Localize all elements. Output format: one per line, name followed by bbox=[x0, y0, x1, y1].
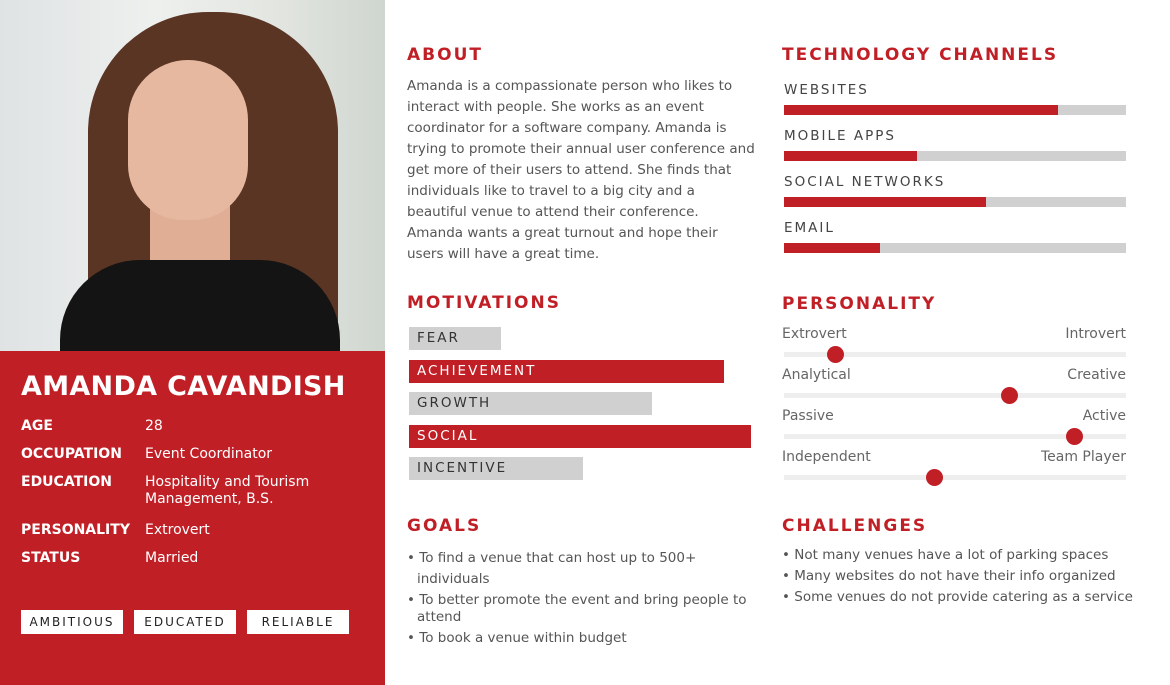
trait-right-label: Active bbox=[1082, 408, 1126, 424]
trait-right-label: Introvert bbox=[1065, 326, 1126, 342]
goal-item: • To better promote the event and bring … bbox=[407, 592, 747, 625]
trait-right-label: Team Player bbox=[1040, 449, 1126, 465]
field-value: Extrovert bbox=[145, 522, 210, 538]
channel-bar bbox=[784, 197, 1126, 207]
field-value: 28 bbox=[145, 418, 163, 434]
trait-right-label: Creative bbox=[1067, 367, 1126, 383]
trait-slider-marker bbox=[925, 469, 943, 486]
profile-photo bbox=[0, 0, 385, 351]
profile-panel: AMANDA CAVANDISH AGE 28 OCCUPATION Event C… bbox=[0, 0, 385, 685]
trait-slider-marker bbox=[1001, 387, 1019, 404]
trait-left-label: Passive bbox=[782, 408, 834, 424]
persona-name: AMANDA CAVANDISH bbox=[21, 371, 346, 402]
motivation-bar: FEAR bbox=[409, 327, 502, 350]
channel-bar-fill bbox=[784, 197, 986, 207]
tag: EDUCATED bbox=[134, 610, 236, 634]
motivation-bar: INCENTIVE bbox=[409, 457, 584, 480]
trait-left-label: Independent bbox=[782, 449, 871, 465]
field-label: EDUCATION bbox=[21, 474, 112, 490]
field-value: Married bbox=[145, 550, 199, 566]
personality-heading: PERSONALITY bbox=[782, 294, 937, 314]
challenges-heading: CHALLENGES bbox=[782, 516, 928, 536]
channel-label: WEBSITES bbox=[784, 82, 869, 98]
trait-slider-marker bbox=[826, 346, 844, 363]
field-label: OCCUPATION bbox=[21, 446, 122, 462]
motivation-bar: GROWTH bbox=[409, 392, 652, 415]
channel-label: MOBILE APPS bbox=[784, 128, 896, 144]
channel-label: EMAIL bbox=[784, 220, 835, 236]
trait-slider bbox=[784, 469, 1126, 486]
tag: RELIABLE bbox=[247, 610, 349, 634]
trait-slider bbox=[784, 428, 1126, 445]
challenges-list: • Not many venues have a lot of parking … bbox=[782, 545, 1142, 608]
about-text: Amanda is a compassionate person who lik… bbox=[407, 78, 755, 262]
channel-bar bbox=[784, 243, 1126, 253]
trait-slider bbox=[784, 346, 1126, 363]
challenge-item: • Not many venues have a lot of parking … bbox=[782, 547, 1109, 563]
goals-list: • To find a venue that can host up to 50… bbox=[407, 548, 762, 649]
channel-label: SOCIAL NETWORKS bbox=[784, 174, 946, 190]
trait-slider bbox=[784, 387, 1126, 404]
field-value: Hospitality and Tourism Management, B.S. bbox=[145, 474, 310, 507]
channel-bar-fill bbox=[784, 105, 1058, 115]
motivation-bar: SOCIAL bbox=[409, 424, 751, 448]
goals-heading: GOALS bbox=[407, 516, 482, 536]
goal-item: • To find a venue that can host up to 50… bbox=[407, 550, 697, 587]
field-label: AGE bbox=[21, 418, 53, 434]
profile-card: AMANDA CAVANDISH AGE 28 OCCUPATION Event C… bbox=[0, 351, 385, 685]
field-label: PERSONALITY bbox=[21, 522, 130, 538]
trait-left-label: Analytical bbox=[782, 367, 851, 383]
channel-bar-fill bbox=[784, 243, 880, 253]
field-label: STATUS bbox=[21, 550, 81, 566]
field-value: Event Coordinator bbox=[145, 446, 273, 462]
trait-slider-marker bbox=[1066, 428, 1084, 445]
about-heading: ABOUT bbox=[407, 45, 483, 65]
trait-left-label: Extrovert bbox=[782, 326, 847, 342]
challenge-item: • Some venues do not provide catering as… bbox=[782, 589, 1133, 605]
motivation-bar: ACHIEVEMENT bbox=[409, 359, 724, 383]
motivations-heading: MOTIVATIONS bbox=[407, 293, 561, 313]
channel-bar-fill bbox=[784, 151, 918, 161]
channel-bar bbox=[784, 105, 1126, 115]
trait-tags: AMBITIOUS EDUCATED RELIABLE bbox=[21, 610, 349, 634]
tag: AMBITIOUS bbox=[21, 610, 123, 634]
challenge-item: • Many websites do not have their info o… bbox=[782, 568, 1116, 584]
technology-heading: TECHNOLOGY CHANNELS bbox=[782, 45, 1059, 65]
channel-bar bbox=[784, 151, 1126, 161]
goal-item: • To book a venue within budget bbox=[407, 630, 627, 646]
